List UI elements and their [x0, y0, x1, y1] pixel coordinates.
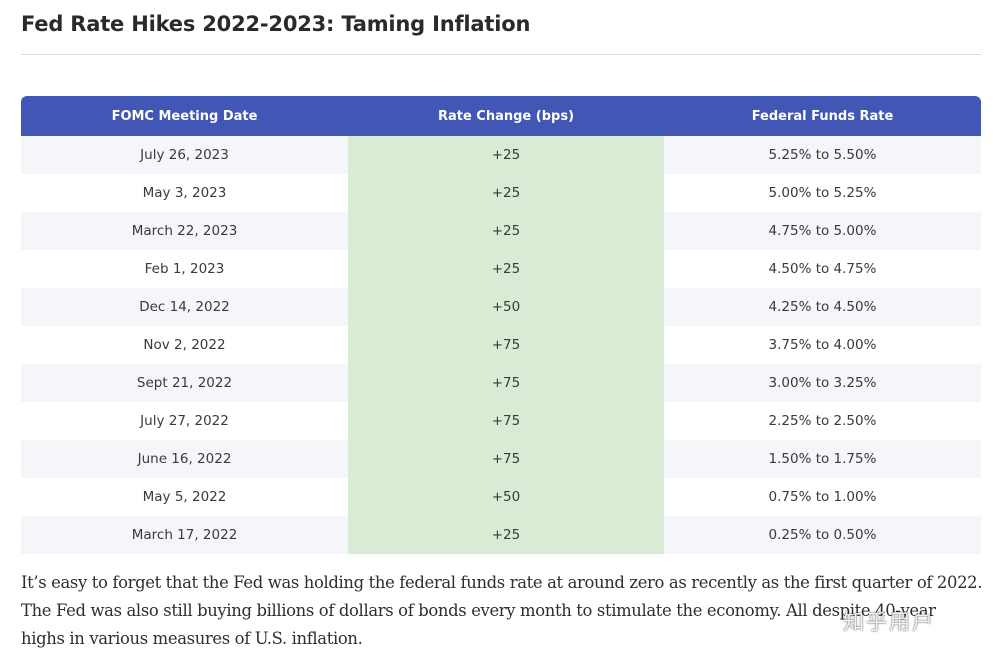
table-row: March 17, 2022 +25 0.25% to 0.50%	[21, 516, 981, 554]
cell-federal-funds-rate: 5.00% to 5.25%	[664, 174, 981, 212]
table-row: March 22, 2023 +25 4.75% to 5.00%	[21, 212, 981, 250]
table-header-row: FOMC Meeting Date Rate Change (bps) Fede…	[21, 96, 981, 136]
table-row: Feb 1, 2023 +25 4.50% to 4.75%	[21, 250, 981, 288]
cell-rate-change: +75	[348, 364, 664, 402]
table-row: July 26, 2023 +25 5.25% to 5.50%	[21, 136, 981, 174]
cell-meeting-date: July 27, 2022	[21, 402, 348, 440]
cell-meeting-date: Dec 14, 2022	[21, 288, 348, 326]
cell-federal-funds-rate: 5.25% to 5.50%	[664, 136, 981, 174]
cell-federal-funds-rate: 4.75% to 5.00%	[664, 212, 981, 250]
cell-rate-change: +25	[348, 174, 664, 212]
table-row: Dec 14, 2022 +50 4.25% to 4.50%	[21, 288, 981, 326]
cell-meeting-date: Nov 2, 2022	[21, 326, 348, 364]
cell-federal-funds-rate: 3.75% to 4.00%	[664, 326, 981, 364]
cell-rate-change: +75	[348, 402, 664, 440]
cell-meeting-date: March 17, 2022	[21, 516, 348, 554]
page-title: Fed Rate Hikes 2022-2023: Taming Inflati…	[21, 12, 531, 36]
cell-meeting-date: July 26, 2023	[21, 136, 348, 174]
header-federal-funds-rate: Federal Funds Rate	[664, 96, 981, 136]
title-divider	[21, 54, 981, 55]
cell-federal-funds-rate: 4.25% to 4.50%	[664, 288, 981, 326]
cell-meeting-date: March 22, 2023	[21, 212, 348, 250]
table-row: July 27, 2022 +75 2.25% to 2.50%	[21, 402, 981, 440]
cell-federal-funds-rate: 0.75% to 1.00%	[664, 478, 981, 516]
table-row: Nov 2, 2022 +75 3.75% to 4.00%	[21, 326, 981, 364]
cell-rate-change: +75	[348, 326, 664, 364]
rate-hikes-table: FOMC Meeting Date Rate Change (bps) Fede…	[21, 96, 981, 554]
cell-rate-change: +75	[348, 440, 664, 478]
cell-rate-change: +50	[348, 478, 664, 516]
cell-rate-change: +50	[348, 288, 664, 326]
cell-rate-change: +25	[348, 212, 664, 250]
table-row: Sept 21, 2022 +75 3.00% to 3.25%	[21, 364, 981, 402]
cell-rate-change: +25	[348, 136, 664, 174]
cell-meeting-date: May 3, 2023	[21, 174, 348, 212]
cell-federal-funds-rate: 2.25% to 2.50%	[664, 402, 981, 440]
table-body: July 26, 2023 +25 5.25% to 5.50% May 3, …	[21, 136, 981, 554]
header-meeting-date: FOMC Meeting Date	[21, 96, 348, 136]
cell-federal-funds-rate: 0.25% to 0.50%	[664, 516, 981, 554]
cell-rate-change: +25	[348, 516, 664, 554]
body-paragraph: It’s easy to forget that the Fed was hol…	[21, 573, 983, 648]
table-row: June 16, 2022 +75 1.50% to 1.75%	[21, 440, 981, 478]
cell-rate-change: +25	[348, 250, 664, 288]
cell-meeting-date: June 16, 2022	[21, 440, 348, 478]
cell-federal-funds-rate: 4.50% to 4.75%	[664, 250, 981, 288]
cell-meeting-date: Sept 21, 2022	[21, 364, 348, 402]
cell-federal-funds-rate: 1.50% to 1.75%	[664, 440, 981, 478]
table-row: May 5, 2022 +50 0.75% to 1.00%	[21, 478, 981, 516]
cell-meeting-date: May 5, 2022	[21, 478, 348, 516]
cell-meeting-date: Feb 1, 2023	[21, 250, 348, 288]
cell-federal-funds-rate: 3.00% to 3.25%	[664, 364, 981, 402]
table-row: May 3, 2023 +25 5.00% to 5.25%	[21, 174, 981, 212]
header-rate-change: Rate Change (bps)	[348, 96, 664, 136]
